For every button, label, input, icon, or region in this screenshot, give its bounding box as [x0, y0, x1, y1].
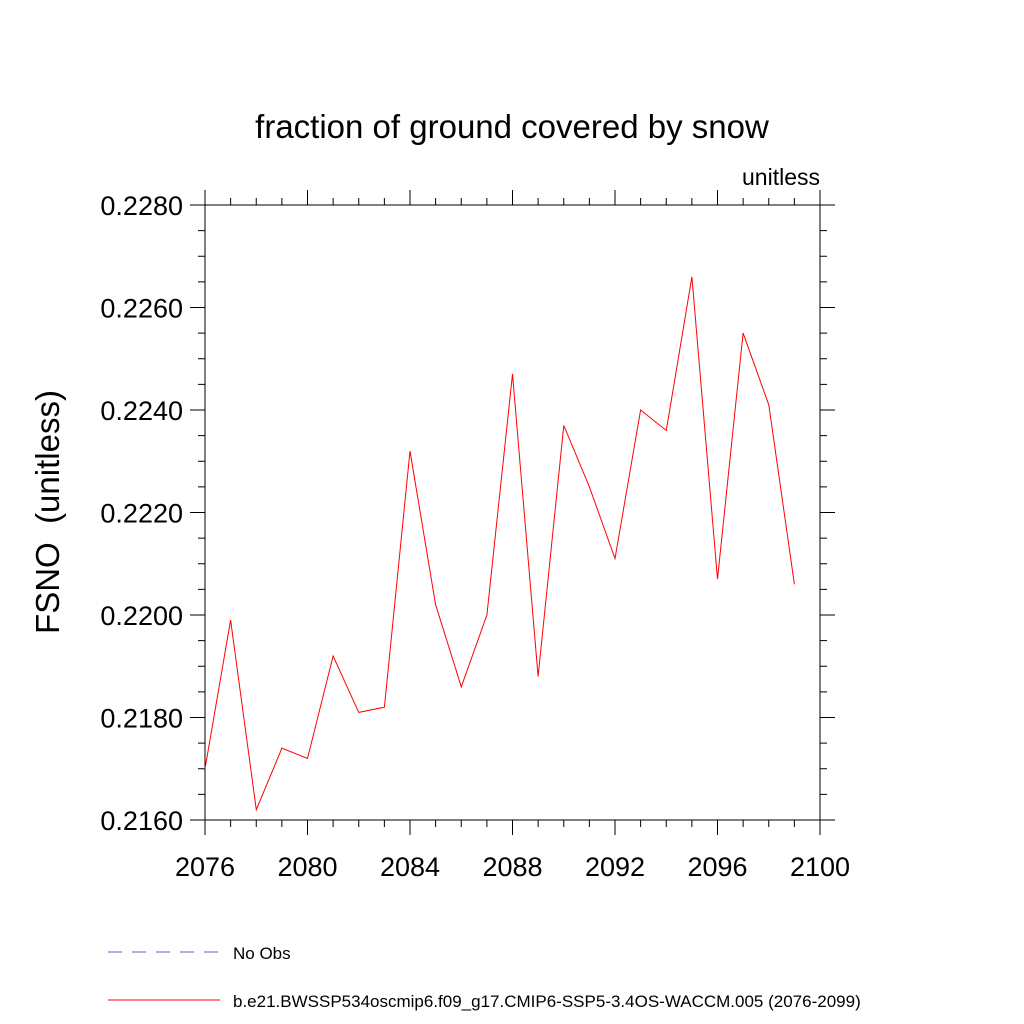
plot-frame [204, 204, 821, 821]
x-tick-labels: 2076 2080 2084 2088 2092 2096 2100 [175, 852, 850, 882]
legend-label-model-run: b.e21.BWSSP534oscmip6.f09_g17.CMIP6-SSP5… [233, 992, 861, 1011]
x-tick-label: 2096 [687, 852, 747, 882]
series-group [204, 276, 795, 812]
x-tick-label: 2092 [585, 852, 645, 882]
y-tick-label: 0.2280 [100, 191, 183, 221]
x-tick-label: 2088 [482, 852, 542, 882]
y-tick-label: 0.2260 [100, 294, 183, 324]
chart-title: fraction of ground covered by snow [255, 108, 769, 145]
y-tick-labels: 0.2160 0.2180 0.2200 0.2220 0.2240 0.2260 0.22… [100, 191, 183, 836]
legend-label-no-obs: No Obs [233, 944, 291, 963]
axis-ticks [190, 190, 835, 835]
y-axis-label: FSNO (unitless) [29, 390, 66, 634]
y-tick-label: 0.2220 [100, 499, 183, 529]
y-tick-label: 0.2180 [100, 704, 183, 734]
x-tick-label: 2076 [175, 852, 235, 882]
x-tick-label: 2080 [277, 852, 337, 882]
x-tick-label: 2084 [380, 852, 440, 882]
y-tick-label: 0.2200 [100, 601, 183, 631]
legend: No Obs b.e21.BWSSP534oscmip6.f09_g17.CMI… [108, 944, 861, 1011]
units-label: unitless [742, 164, 820, 190]
series-line [204, 276, 795, 812]
y-tick-label: 0.2160 [100, 806, 183, 836]
y-tick-label: 0.2240 [100, 396, 183, 426]
x-tick-label: 2100 [790, 852, 850, 882]
